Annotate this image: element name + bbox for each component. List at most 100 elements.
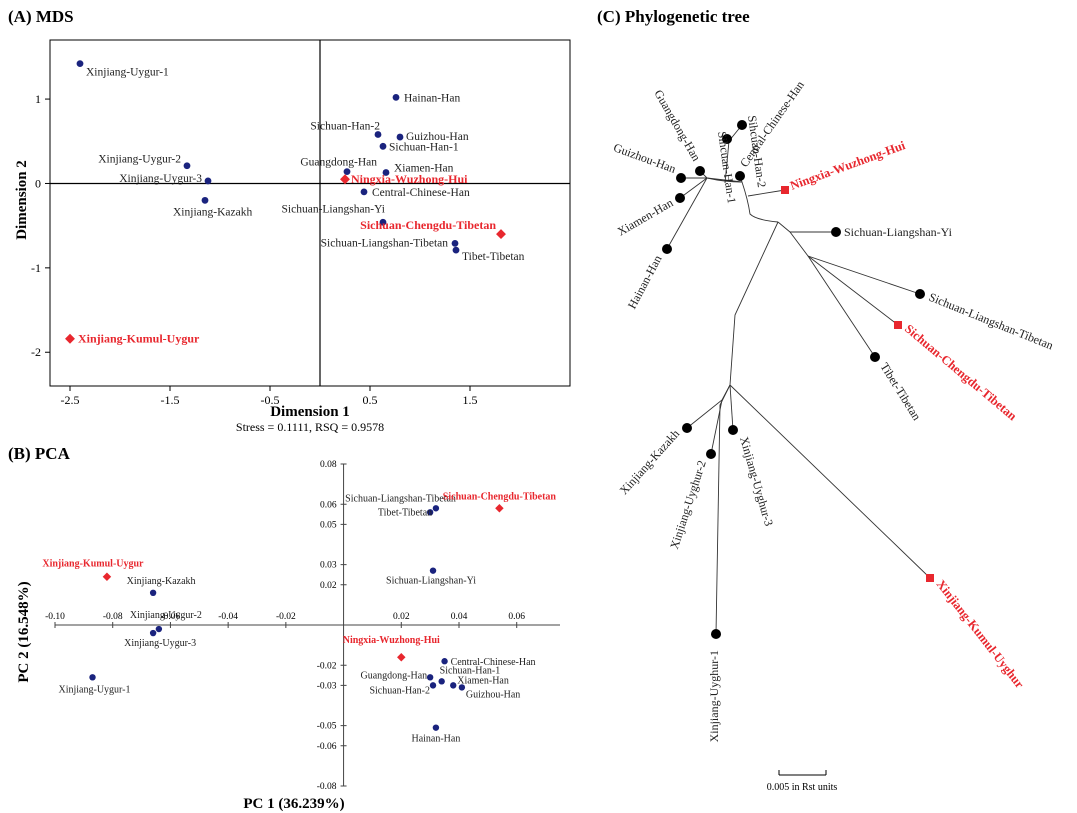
tree-label-xinjiang-uyghur-1: Xinjiang-Uyghur-1 bbox=[707, 650, 721, 742]
tree-branch bbox=[706, 177, 743, 183]
mds-y-tick-label: 0 bbox=[35, 176, 41, 190]
mds-point-ningxia-wuzhong-hui bbox=[340, 174, 350, 185]
tree-branch bbox=[679, 177, 708, 199]
mds-x-axis-title: Dimension 1 bbox=[270, 404, 350, 420]
tree-panel: (C) Phylogenetic tree Sihcuan-Han-2Sihcu… bbox=[597, 7, 1055, 793]
pca-label-sichuan-han-1: Sichuan-Han-1 bbox=[440, 665, 501, 676]
mds-points: Xinjiang-Uygur-1 Xinjiang-Uygur-2 Xinjiang… bbox=[65, 60, 525, 346]
pca-point-sichuan-liangshan-yi bbox=[429, 567, 437, 574]
mds-axes: -2.5 -1.5 -0.5 0.5 1.5 -2 -1 0 1 bbox=[31, 40, 570, 407]
mds-label-xinjiang-uygur-2: Xinjiang-Uygur-2 bbox=[98, 154, 181, 166]
tree-tip-hainan-han bbox=[662, 244, 672, 254]
pca-x-tick-label: 0.06 bbox=[508, 612, 525, 622]
mds-x-tick-label: -2.5 bbox=[61, 393, 80, 407]
tree-label-tibet-tibetan: Tibet-Tibetan bbox=[877, 360, 923, 423]
pca-y-axis-title: PC 2 (16.548%) bbox=[16, 581, 32, 682]
pca-label-central-chinese-han: Central-Chinese-Han bbox=[451, 657, 536, 668]
pca-y-tick-label: 0.08 bbox=[320, 460, 337, 470]
pca-label-xinjiang-kazakh: Xinjiang-Kazakh bbox=[127, 576, 196, 587]
pca-points: Xinjiang-Kumul-Uygur Xinjiang-Kazakh Xinji… bbox=[42, 491, 556, 744]
tree-tip-xinjiang-uyghur-1 bbox=[711, 629, 721, 639]
mds-y-tick-label: -2 bbox=[31, 345, 41, 359]
tree-tip-xinjiang-uyghur-3 bbox=[728, 425, 738, 435]
tree-label-sichuan-liangshan-tibetan: Sichuan-Liangshan-Tibetan bbox=[927, 290, 1055, 353]
mds-label-hainan-han: Hainan-Han bbox=[404, 92, 460, 104]
pca-label-xinjiang-uygur-1: Xinjiang-Uygur-1 bbox=[59, 684, 131, 695]
tree-branch bbox=[715, 384, 731, 635]
mds-point-sichuan-liangshan-tibetan bbox=[451, 239, 459, 247]
pca-label-hainan-han: Hainan-Han bbox=[411, 734, 460, 745]
tree-branch bbox=[666, 177, 708, 250]
mds-label-tibet-tibetan: Tibet-Tibetan bbox=[462, 251, 525, 263]
tree-label-xiamen-han: Xiamen-Han bbox=[615, 195, 676, 238]
tree-tip-sichuan-liangshan-tibetan bbox=[915, 289, 925, 299]
pca-label-sichuan-han-2: Sichuan-Han-2 bbox=[369, 685, 430, 696]
pca-point-central-chinese-han bbox=[441, 658, 448, 665]
pca-label-xinjiang-uygur-3: Xinjiang-Uygur-3 bbox=[124, 638, 196, 649]
tree-branch bbox=[686, 384, 731, 429]
tree-tip-sichuan-liangshan-yi bbox=[831, 227, 841, 237]
pca-panel-title: (B) PCA bbox=[8, 444, 71, 463]
pca-label-ningxia-wuzhong-hui: Ningxia-Wuzhong-Hui bbox=[343, 635, 440, 646]
mds-label-xinjiang-uygur-3: Xinjiang-Uygur-3 bbox=[119, 173, 202, 185]
tree-tip-central-chinese-han bbox=[735, 171, 745, 181]
mds-label-guangdong-han: Guangdong-Han bbox=[300, 157, 377, 169]
mds-y-tick-label: 1 bbox=[35, 92, 41, 106]
pca-x-tick-label: 0.04 bbox=[451, 612, 468, 622]
mds-point-guizhou-han bbox=[396, 133, 404, 141]
mds-point-guangdong-han bbox=[343, 168, 351, 176]
pca-point-xinjiang-kazakh bbox=[149, 589, 157, 596]
mds-label-xinjiang-kumul-uygur: Xinjiang-Kumul-Uygur bbox=[78, 332, 200, 346]
mds-point-sichuan-liangshan-yi bbox=[379, 218, 387, 226]
pca-point-guangdong-han bbox=[426, 674, 434, 681]
pca-y-tick-label: -0.02 bbox=[317, 661, 337, 671]
pca-label-sichuan-liangshan-yi: Sichuan-Liangshan-Yi bbox=[386, 576, 476, 587]
pca-x-axis-title: PC 1 (36.239%) bbox=[243, 796, 344, 812]
tree-tip-tibet-tibetan bbox=[870, 352, 880, 362]
tree-label-hainan-han: Hainan-Han bbox=[625, 253, 665, 311]
mds-point-xinjiang-kumul-uygur bbox=[65, 333, 75, 344]
mds-panel: (A) MDS -2.5 -1.5 -0.5 0.5 1.5 -2 -1 0 1 Xinjian… bbox=[8, 7, 571, 434]
pca-point-ningxia-wuzhong-hui bbox=[397, 652, 406, 662]
tree-tip-sihcuan-han-2 bbox=[737, 120, 747, 130]
pca-point-sichuan-chengdu-tibetan bbox=[495, 504, 504, 513]
tree-branch bbox=[789, 231, 921, 295]
pca-point-xinjiang-uygur-1 bbox=[89, 674, 96, 681]
pca-x-tick-label: -0.08 bbox=[103, 612, 123, 622]
pca-point-hainan-han bbox=[432, 724, 440, 731]
mds-plot-frame bbox=[49, 39, 571, 387]
pca-point-sichuan-liangshan-tibetan bbox=[432, 505, 440, 512]
pca-point-xiamen-han bbox=[450, 682, 457, 689]
mds-point-xinjiang-kazakh bbox=[201, 196, 209, 204]
mds-x-tick-label: 0.5 bbox=[363, 393, 378, 407]
tree-label-guangdong-han: Guangdong-Han bbox=[651, 87, 703, 163]
tree-tip-sichuan-chengdu-tibetan bbox=[894, 321, 902, 329]
tree-branch bbox=[747, 189, 786, 197]
tree-tip-ningxia-wuzhong-hui bbox=[781, 186, 789, 194]
pca-label-xiamen-han: Xiamen-Han bbox=[457, 675, 509, 686]
mds-label-guizhou-han: Guizhou-Han bbox=[406, 131, 469, 143]
pca-axes: -0.10 -0.08 -0.06 -0.04 -0.02 0.02 0.04 0.06 0.0… bbox=[45, 460, 560, 792]
pca-point-xinjiang-uygur-3 bbox=[149, 629, 157, 637]
tree-label-xinjiang-kazakh: Xinjiang-Kazakh bbox=[617, 427, 683, 498]
pca-label-xinjiang-uygur-2: Xinjiang-Uygur-2 bbox=[130, 610, 202, 621]
mds-label-sichuan-han-2: Sichuan-Han-2 bbox=[310, 121, 380, 133]
mds-label-xinjiang-kazakh: Xinjiang-Kazakh bbox=[173, 206, 252, 218]
tree-branch bbox=[807, 255, 876, 358]
tree-tip-guangdong-han bbox=[695, 166, 705, 176]
pca-y-tick-label: 0.05 bbox=[320, 520, 337, 530]
mds-point-sichuan-chengdu-tibetan bbox=[496, 229, 506, 240]
mds-point-sichuan-han-2 bbox=[374, 131, 382, 138]
pca-label-sichuan-liangshan-tibetan: Sichuan-Liangshan-Tibetan bbox=[345, 493, 456, 504]
tree-tip-guizhou-han bbox=[676, 173, 686, 183]
tree-branch bbox=[777, 221, 836, 233]
pca-x-tick-label: -0.02 bbox=[276, 612, 296, 622]
tree-branch bbox=[724, 140, 730, 184]
tree-scale-label: 0.005 in Rst units bbox=[767, 782, 838, 793]
mds-point-central-chinese-han bbox=[360, 188, 368, 196]
mds-point-xinjiang-uygur-2 bbox=[183, 162, 191, 170]
tree-branch bbox=[729, 221, 779, 386]
mds-point-xiamen-han bbox=[382, 169, 390, 176]
mds-point-xinjiang-uygur-1 bbox=[76, 60, 84, 68]
mds-y-axis-title: Dimension 2 bbox=[14, 160, 30, 240]
